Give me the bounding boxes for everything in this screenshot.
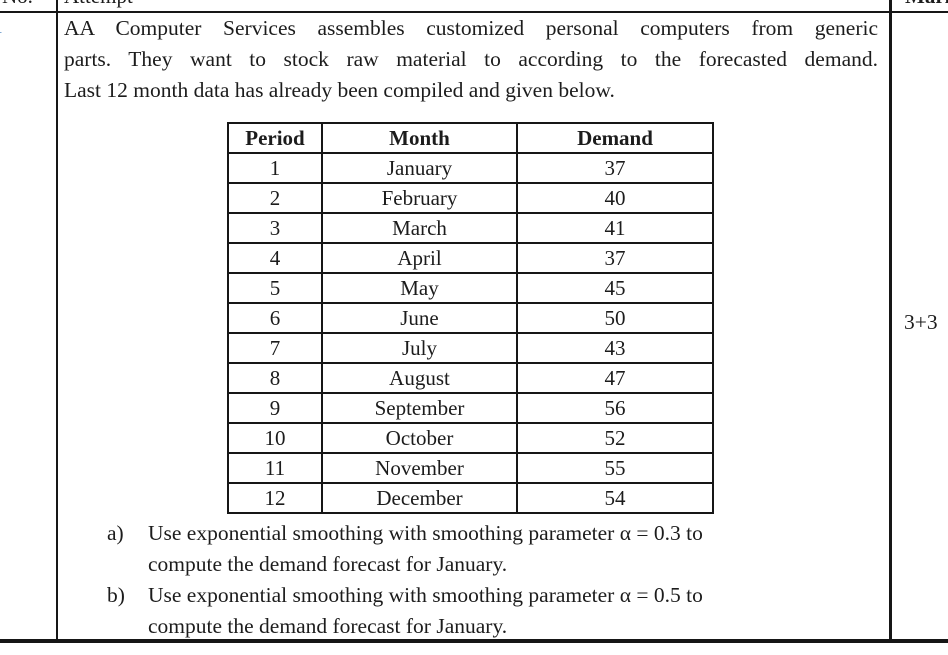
period-cell: 3 [227, 212, 323, 244]
period-cell: 5 [227, 272, 323, 304]
month-cell: August [321, 362, 518, 394]
demand-cell: 52 [516, 422, 714, 454]
demand-cell: 54 [516, 482, 714, 514]
demand-cell: 43 [516, 332, 714, 364]
period-cell: 9 [227, 392, 323, 424]
cropped-text-fragment-center: Attempt [64, 0, 234, 10]
period-cell: 4 [227, 242, 323, 274]
month-cell: June [321, 302, 518, 334]
month-cell: March [321, 212, 518, 244]
page-bottom-border [0, 639, 948, 643]
subquestion-b-marker: b) [107, 583, 125, 607]
table-row: 3 March 41 [227, 212, 714, 244]
column-divider-left [56, 0, 58, 642]
column-divider-right [889, 0, 892, 642]
period-cell: 8 [227, 362, 323, 394]
period-cell: 10 [227, 422, 323, 454]
table-row: 4 April 37 [227, 242, 714, 274]
table-row: 7 July 43 [227, 332, 714, 364]
demand-cell: 40 [516, 182, 714, 214]
subquestion-a-line: Use exponential smoothing with smoothing… [148, 521, 703, 545]
subquestion-a: a) Use exponential smoothing with smooth… [107, 518, 867, 580]
demand-cell: 50 [516, 302, 714, 334]
cropped-text-fragment-left: No. [2, 0, 54, 10]
demand-cell: 41 [516, 212, 714, 244]
demand-cell: 37 [516, 242, 714, 274]
subquestions: a) Use exponential smoothing with smooth… [107, 518, 867, 642]
header-month: Month [321, 122, 518, 154]
month-cell: April [321, 242, 518, 274]
header-demand: Demand [516, 122, 714, 154]
table-row: 9 September 56 [227, 392, 714, 424]
subquestion-a-line: compute the demand forecast for January. [148, 552, 508, 576]
demand-cell: 47 [516, 362, 714, 394]
question-paragraph: AA Computer Services assembles customize… [64, 13, 878, 106]
month-cell: September [321, 392, 518, 424]
header-period: Period [227, 122, 323, 154]
period-cell: 1 [227, 152, 323, 184]
row-divider-top [0, 11, 948, 13]
question-number: 1 [0, 13, 3, 40]
subquestion-b-line: Use exponential smoothing with smoothing… [148, 583, 703, 607]
month-cell: January [321, 152, 518, 184]
table-row: 8 August 47 [227, 362, 714, 394]
subquestion-b-line: compute the demand forecast for January. [148, 614, 508, 638]
table-row: 6 June 50 [227, 302, 714, 334]
period-cell: 12 [227, 482, 323, 514]
paragraph-line: AA Computer Services assembles customize… [64, 16, 878, 40]
period-cell: 11 [227, 452, 323, 484]
table-row: 5 May 45 [227, 272, 714, 304]
demand-cell: 56 [516, 392, 714, 424]
table-header-row: Period Month Demand [227, 122, 714, 154]
period-cell: 7 [227, 332, 323, 364]
marks-value: 3+3 [904, 310, 938, 334]
paragraph-line: Last 12 month data has already been comp… [64, 78, 615, 102]
demand-cell: 37 [516, 152, 714, 184]
period-cell: 6 [227, 302, 323, 334]
cropped-text-fragment-marks: Marks [905, 0, 948, 10]
demand-cell: 45 [516, 272, 714, 304]
month-cell: November [321, 452, 518, 484]
paragraph-line: parts. They want to stock raw material t… [64, 47, 878, 71]
demand-table: Period Month Demand 1 January 37 2 Febru… [227, 122, 714, 514]
table-row: 2 February 40 [227, 182, 714, 214]
table-row: 12 December 54 [227, 482, 714, 514]
period-cell: 2 [227, 182, 323, 214]
month-cell: October [321, 422, 518, 454]
month-cell: December [321, 482, 518, 514]
subquestion-b: b) Use exponential smoothing with smooth… [107, 580, 867, 642]
table-row: 10 October 52 [227, 422, 714, 454]
month-cell: July [321, 332, 518, 364]
demand-cell: 55 [516, 452, 714, 484]
month-cell: February [321, 182, 518, 214]
table-row: 1 January 37 [227, 152, 714, 184]
month-cell: May [321, 272, 518, 304]
subquestion-a-marker: a) [107, 521, 124, 545]
table-row: 11 November 55 [227, 452, 714, 484]
